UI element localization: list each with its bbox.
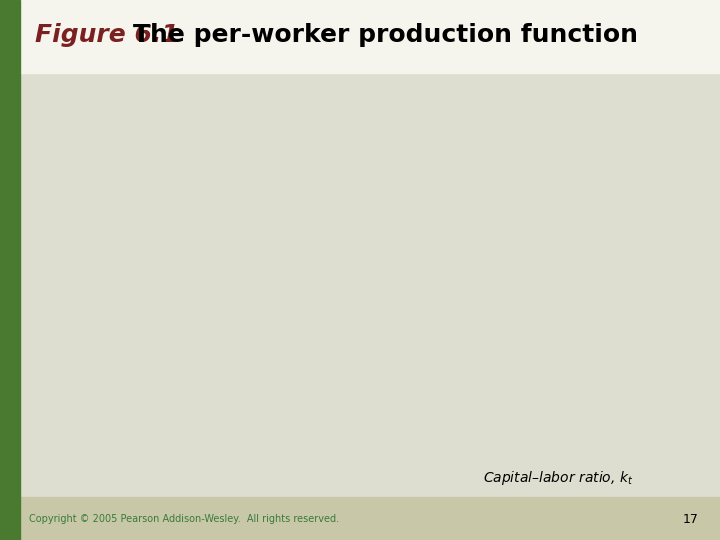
Text: $y_t = f(k_t)$: $y_t = f(k_t)$ (461, 203, 519, 221)
Text: Figure 6.1: Figure 6.1 (35, 23, 179, 47)
Y-axis label: Output per worker, $y_t$: Output per worker, $y_t$ (77, 196, 95, 347)
Text: The per-worker production function: The per-worker production function (133, 23, 638, 47)
Text: production: production (461, 155, 546, 169)
Text: function,: function, (461, 179, 531, 193)
Text: $y_1$: $y_1$ (66, 213, 85, 231)
Text: Capital–labor ratio, $k_t$: Capital–labor ratio, $k_t$ (483, 469, 634, 487)
Text: $k_1$: $k_1$ (251, 477, 269, 498)
Text: Copyright © 2005 Pearson Addison-Wesley.  All rights reserved.: Copyright © 2005 Pearson Addison-Wesley.… (29, 515, 339, 524)
Text: Per-worker: Per-worker (461, 131, 547, 145)
Text: 17: 17 (683, 513, 698, 526)
